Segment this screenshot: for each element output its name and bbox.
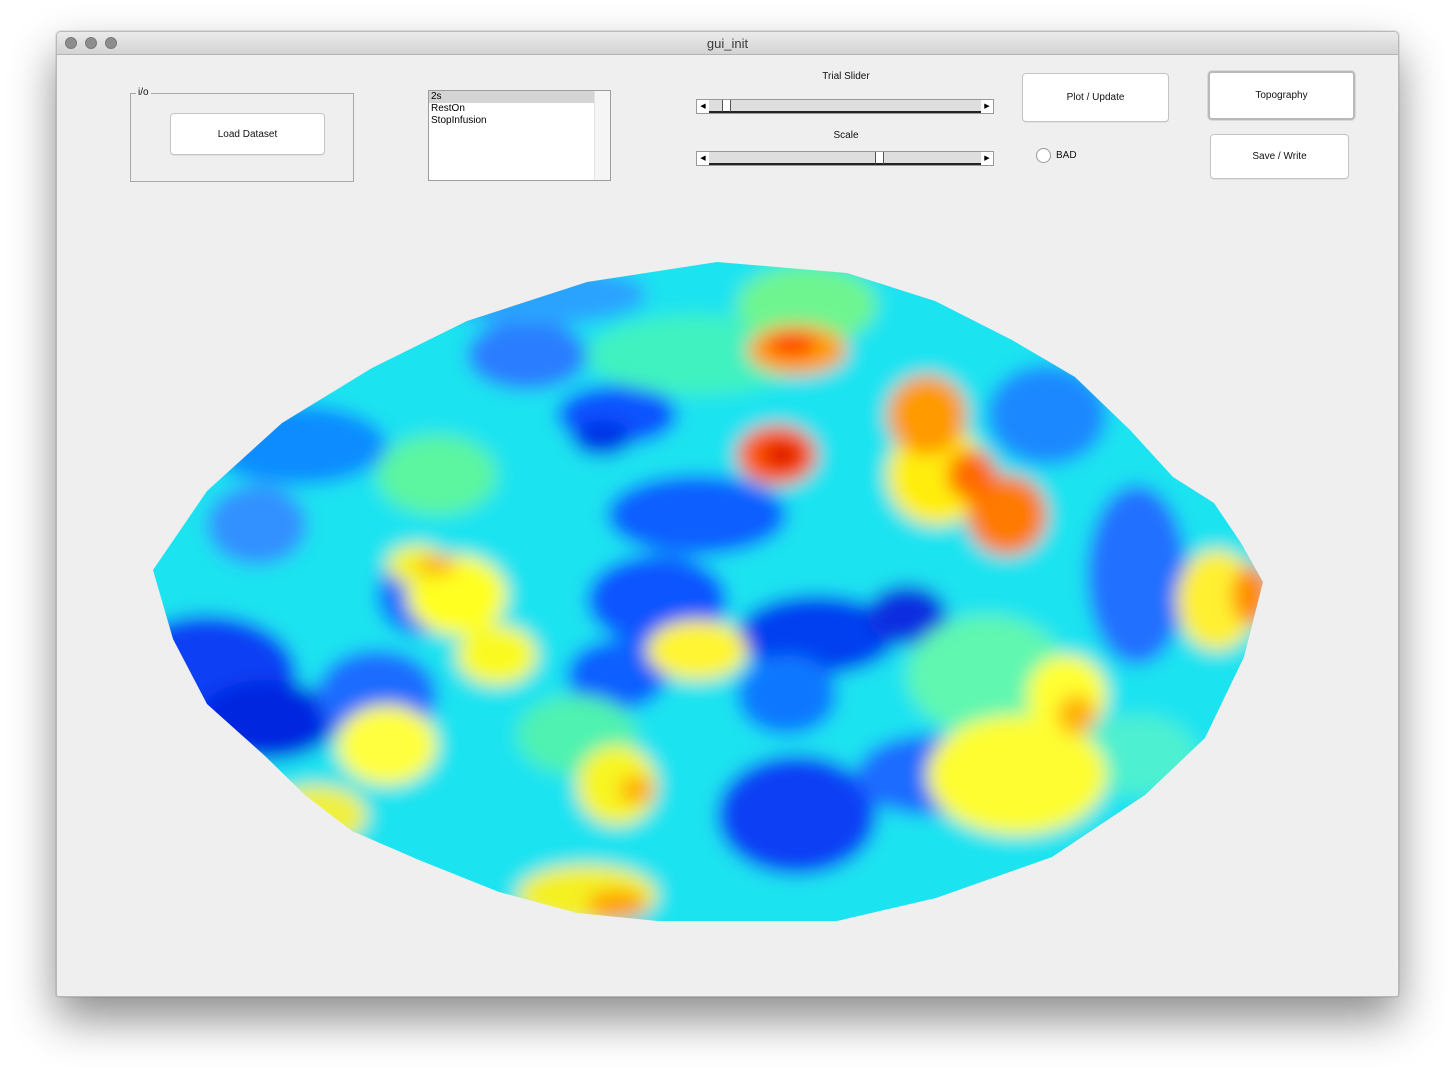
topography-patch: [1057, 695, 1097, 735]
listbox-item[interactable]: RestOn: [431, 103, 465, 114]
scale-slider[interactable]: ◀ ▶: [696, 151, 994, 166]
main-window: gui_init i/o Load Dataset 2s RestOn StopIn…: [56, 31, 1399, 997]
load-dataset-button[interactable]: Load Dataset: [170, 113, 325, 155]
topography-patch: [1087, 485, 1187, 665]
trial-slider-thumb[interactable]: [722, 100, 732, 113]
listbox-item[interactable]: StopInfusion: [431, 115, 487, 126]
topography-patch: [607, 475, 787, 555]
topography-patch: [887, 375, 967, 455]
topography-patch: [207, 485, 307, 565]
topography-patch: [377, 435, 497, 515]
plot-update-button[interactable]: Plot / Update: [1022, 73, 1169, 122]
topography-patch: [867, 585, 947, 645]
topography-patch: [1232, 565, 1263, 625]
topography-patch: [927, 715, 1107, 835]
topography-patch: [619, 776, 655, 804]
trial-slider-left-arrow-icon[interactable]: ◀: [697, 100, 709, 113]
save-write-button[interactable]: Save / Write: [1210, 134, 1349, 179]
io-panel: i/o Load Dataset: [130, 87, 354, 182]
topography-patch: [457, 625, 537, 685]
scale-slider-left-arrow-icon[interactable]: ◀: [697, 152, 709, 165]
listbox-items: 2s RestOn StopInfusion: [429, 91, 610, 127]
topography-patch: [572, 420, 632, 456]
condition-listbox[interactable]: 2s RestOn StopInfusion: [428, 90, 611, 181]
topography-surface: [153, 262, 1263, 921]
topography-patch: [567, 640, 667, 710]
topography-patch: [907, 615, 1067, 735]
topography-patch: [987, 365, 1107, 465]
topography-patch: [197, 680, 337, 760]
bad-radio-button[interactable]: [1036, 148, 1051, 163]
title-bar[interactable]: gui_init: [57, 32, 1398, 55]
listbox-item[interactable]: 2s: [429, 91, 594, 103]
topography-patch: [647, 620, 747, 680]
topography-patch: [577, 745, 657, 825]
topography-patch: [737, 265, 877, 345]
scale-slider-right-arrow-icon[interactable]: ▶: [981, 152, 993, 165]
topography-patch: [737, 595, 897, 675]
topography-patch: [587, 890, 647, 920]
topography-blobs: [153, 262, 1263, 921]
topography-patch: [1177, 550, 1257, 650]
topography-patch: [337, 705, 437, 785]
topography-patch: [737, 655, 837, 735]
listbox-scrollbar[interactable]: [594, 91, 610, 180]
window-title: gui_init: [706, 36, 749, 51]
topography-patch: [207, 405, 387, 485]
zoom-window-button[interactable]: [105, 37, 117, 49]
scale-slider-track[interactable]: [709, 152, 981, 165]
topography-patch: [417, 555, 457, 575]
bad-label: BAD: [1056, 150, 1077, 161]
topography-patch: [587, 315, 807, 395]
topography-patch: [717, 755, 877, 875]
topography-patch: [267, 785, 367, 845]
figure-content: i/o Load Dataset 2s RestOn StopInfusion Tr…: [57, 55, 1398, 996]
topography-map: [153, 262, 1263, 921]
io-panel-title: i/o: [136, 87, 151, 98]
scale-slider-label: Scale: [833, 130, 859, 141]
trial-slider-label: Trial Slider: [822, 71, 870, 82]
trial-slider-track[interactable]: [709, 100, 981, 113]
topography-patch: [767, 333, 817, 357]
topography-patch: [467, 320, 587, 390]
topography-patch: [762, 441, 802, 469]
minimize-window-button[interactable]: [85, 37, 97, 49]
topography-patch: [427, 265, 647, 325]
topography-patch: [947, 450, 997, 500]
trial-slider-right-arrow-icon[interactable]: ▶: [981, 100, 993, 113]
topography-button[interactable]: Topography: [1208, 71, 1355, 120]
trial-slider[interactable]: ◀ ▶: [696, 99, 994, 114]
scale-slider-thumb[interactable]: [874, 152, 884, 165]
close-window-button[interactable]: [65, 37, 77, 49]
